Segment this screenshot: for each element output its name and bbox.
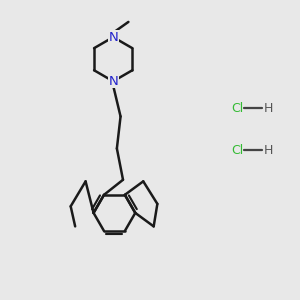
Text: Cl: Cl	[231, 102, 243, 115]
Text: N: N	[108, 31, 118, 44]
Text: H: H	[264, 143, 274, 157]
Text: Cl: Cl	[231, 143, 243, 157]
Text: H: H	[264, 102, 274, 115]
Text: N: N	[108, 75, 118, 88]
